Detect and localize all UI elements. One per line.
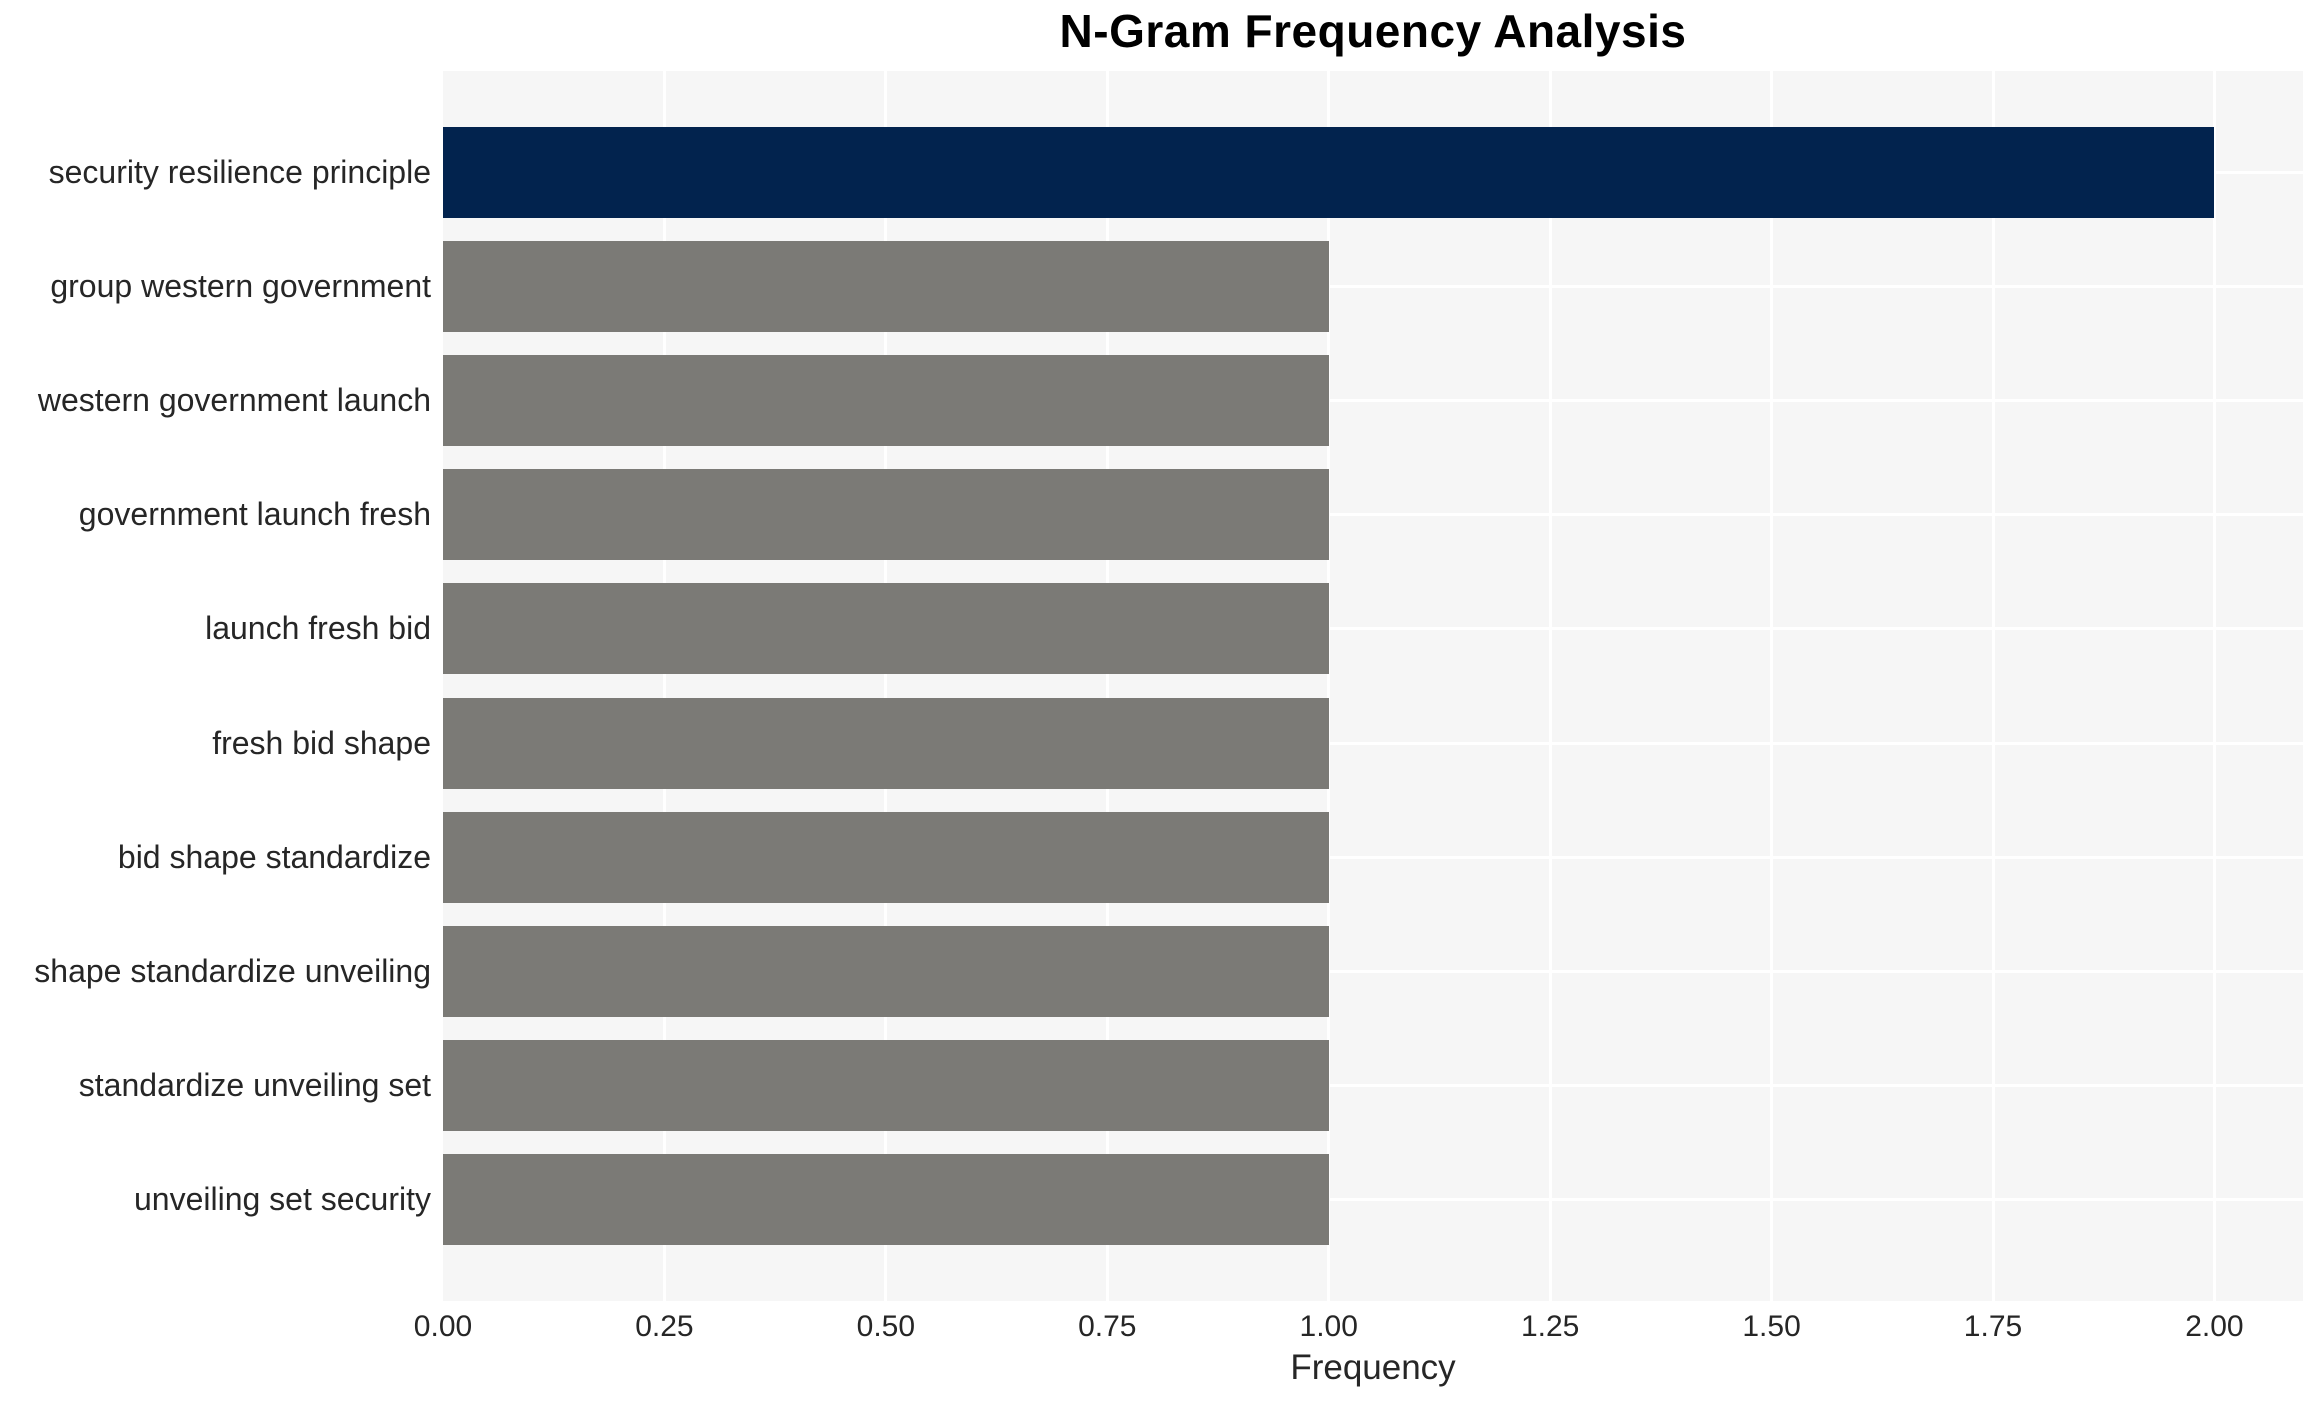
v-gridline (1991, 71, 1995, 1301)
bar-row (443, 572, 2303, 686)
x-axis-ticks: 0.00 0.25 0.50 0.75 1.00 1.25 1.50 1.75 2.00 (414, 1301, 2303, 1345)
y-axis-label: security resilience principle (48, 153, 431, 190)
h-gridline (443, 855, 2303, 859)
y-axis-label: western government launch (37, 382, 431, 418)
x-tick-label: 1.75 (1963, 1310, 2023, 1343)
h-gridline (443, 399, 2303, 402)
y-axis-label: fresh bid shape (212, 724, 431, 761)
y-axis-label: launch fresh bid (205, 610, 431, 647)
x-tick-label: 1.25 (1520, 1310, 1580, 1343)
chart-title: N-Gram Frequency Analysis (1059, 5, 1687, 57)
bar (443, 926, 1329, 1018)
bar-row (443, 343, 2303, 457)
bar-row (443, 914, 2303, 1028)
bar-row (443, 1029, 2303, 1143)
v-gridline (1548, 71, 1552, 1301)
h-gridline (443, 741, 2303, 745)
v-gridline (1770, 71, 1774, 1301)
h-gridline (443, 284, 2303, 288)
y-axis-label: standardize unveiling set (78, 1067, 431, 1104)
x-axis-title: Frequency (1290, 1348, 1456, 1387)
v-gridline (662, 71, 666, 1301)
h-gridline (443, 1198, 2303, 1202)
y-axis-label: bid shape standardize (117, 838, 431, 875)
h-gridline (443, 970, 2303, 974)
v-gridline (884, 71, 888, 1301)
bar (443, 583, 1329, 675)
bar-row (443, 229, 2303, 343)
bar (443, 811, 1329, 903)
bar (443, 1040, 1329, 1132)
h-gridline (443, 1084, 2303, 1088)
bar-row (443, 800, 2303, 914)
x-tick-label: 0.00 (413, 1310, 473, 1343)
h-gridline (443, 627, 2303, 631)
x-tick-label: 1.50 (1742, 1310, 1801, 1343)
bar (443, 1154, 1329, 1246)
bar-row (443, 458, 2303, 572)
y-axis-label: unveiling set security (133, 1181, 431, 1218)
bar-row (443, 1143, 2303, 1257)
h-gridline (443, 513, 2303, 517)
v-gridline (2212, 71, 2216, 1301)
bar (443, 355, 1329, 446)
y-axis-labels: security resilience principle group weste… (0, 71, 431, 1301)
bar (443, 126, 2215, 218)
y-axis-label: group western government (50, 267, 431, 304)
bar (443, 469, 1329, 561)
x-tick-label: 0.50 (856, 1310, 916, 1343)
x-tick-label: 0.75 (1078, 1310, 1137, 1343)
bar (443, 697, 1329, 789)
x-tick-label: 2.00 (2185, 1310, 2244, 1343)
y-axis-label: shape standardize unveiling (34, 953, 431, 990)
x-tick-label: 1.00 (1299, 1310, 1358, 1343)
v-gridline (1105, 71, 1109, 1301)
bar (443, 240, 1329, 332)
bar-rows (443, 71, 2303, 1301)
bar-row (443, 686, 2303, 800)
bar-row (443, 115, 2303, 229)
x-tick-label: 0.25 (635, 1310, 694, 1343)
y-axis-label: government launch fresh (78, 496, 431, 533)
plot-area (443, 71, 2303, 1301)
v-gridline (1327, 71, 1331, 1301)
